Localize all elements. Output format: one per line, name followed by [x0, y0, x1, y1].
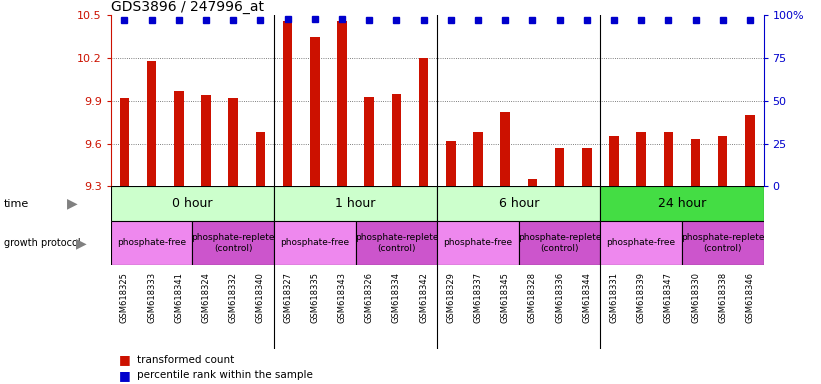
Text: GSM618335: GSM618335 [310, 272, 319, 323]
Bar [437, 221, 519, 265]
Text: time: time [4, 199, 30, 209]
Bar [609, 136, 619, 186]
Bar [274, 221, 355, 265]
Text: ▶: ▶ [76, 236, 87, 250]
Text: phosphate-free: phosphate-free [607, 238, 676, 247]
Bar [501, 112, 510, 186]
Text: GSM618334: GSM618334 [392, 272, 401, 323]
Bar [636, 132, 646, 186]
Bar [201, 95, 211, 186]
Text: GSM618341: GSM618341 [174, 272, 183, 323]
Text: GSM618325: GSM618325 [120, 272, 129, 323]
Bar [682, 221, 764, 265]
Text: GSM618328: GSM618328 [528, 272, 537, 323]
Text: GSM618347: GSM618347 [664, 272, 673, 323]
Text: GSM618338: GSM618338 [718, 272, 727, 323]
Text: growth protocol: growth protocol [4, 238, 80, 248]
Text: transformed count: transformed count [137, 355, 234, 365]
Bar [192, 221, 274, 265]
Bar [419, 58, 429, 186]
Text: GSM618345: GSM618345 [501, 272, 510, 323]
Bar [473, 132, 483, 186]
Bar [528, 179, 537, 186]
Bar [582, 148, 591, 186]
Text: phosphate-free: phosphate-free [280, 238, 350, 247]
Bar [310, 37, 319, 186]
Bar [718, 136, 727, 186]
Bar [174, 91, 184, 186]
Bar [111, 186, 274, 221]
Text: phosphate-replete
(control): phosphate-replete (control) [191, 233, 275, 253]
Text: GSM618343: GSM618343 [337, 272, 346, 323]
Bar [446, 141, 456, 186]
Text: GSM618326: GSM618326 [365, 272, 374, 323]
Bar [600, 186, 764, 221]
Text: GSM618331: GSM618331 [609, 272, 618, 323]
Text: GSM618333: GSM618333 [147, 272, 156, 323]
Bar [228, 98, 238, 186]
Text: phosphate-replete
(control): phosphate-replete (control) [518, 233, 601, 253]
Bar [555, 148, 564, 186]
Text: GSM618336: GSM618336 [555, 272, 564, 323]
Text: GSM618330: GSM618330 [691, 272, 700, 323]
Text: GSM618342: GSM618342 [419, 272, 428, 323]
Text: ■: ■ [119, 369, 131, 382]
Bar [337, 21, 346, 186]
Text: phosphate-free: phosphate-free [117, 238, 186, 247]
Bar [147, 61, 156, 186]
Text: 1 hour: 1 hour [336, 197, 376, 210]
Bar [274, 186, 437, 221]
Text: phosphate-replete
(control): phosphate-replete (control) [355, 233, 438, 253]
Bar [283, 21, 292, 186]
Text: GSM618340: GSM618340 [256, 272, 265, 323]
Text: GSM618332: GSM618332 [229, 272, 238, 323]
Text: ▶: ▶ [67, 197, 78, 210]
Bar [663, 132, 673, 186]
Text: phosphate-replete
(control): phosphate-replete (control) [681, 233, 764, 253]
Bar [120, 98, 129, 186]
Text: GSM618337: GSM618337 [474, 272, 483, 323]
Bar [690, 139, 700, 186]
Bar [255, 132, 265, 186]
Text: phosphate-free: phosphate-free [443, 238, 512, 247]
Text: 6 hour: 6 hour [498, 197, 539, 210]
Text: GSM618344: GSM618344 [582, 272, 591, 323]
Text: GSM618346: GSM618346 [745, 272, 754, 323]
Text: 24 hour: 24 hour [658, 197, 706, 210]
Bar [437, 186, 600, 221]
Text: GDS3896 / 247996_at: GDS3896 / 247996_at [111, 0, 264, 14]
Text: GSM618339: GSM618339 [636, 272, 645, 323]
Bar [519, 221, 600, 265]
Text: ■: ■ [119, 353, 131, 366]
Text: GSM618329: GSM618329 [447, 272, 456, 323]
Bar [111, 221, 192, 265]
Bar [600, 221, 682, 265]
Text: 0 hour: 0 hour [172, 197, 213, 210]
Bar [745, 115, 754, 186]
Text: GSM618324: GSM618324 [201, 272, 210, 323]
Text: percentile rank within the sample: percentile rank within the sample [137, 370, 313, 381]
Bar [365, 96, 374, 186]
Text: GSM618327: GSM618327 [283, 272, 292, 323]
Bar [392, 94, 401, 186]
Bar [355, 221, 437, 265]
